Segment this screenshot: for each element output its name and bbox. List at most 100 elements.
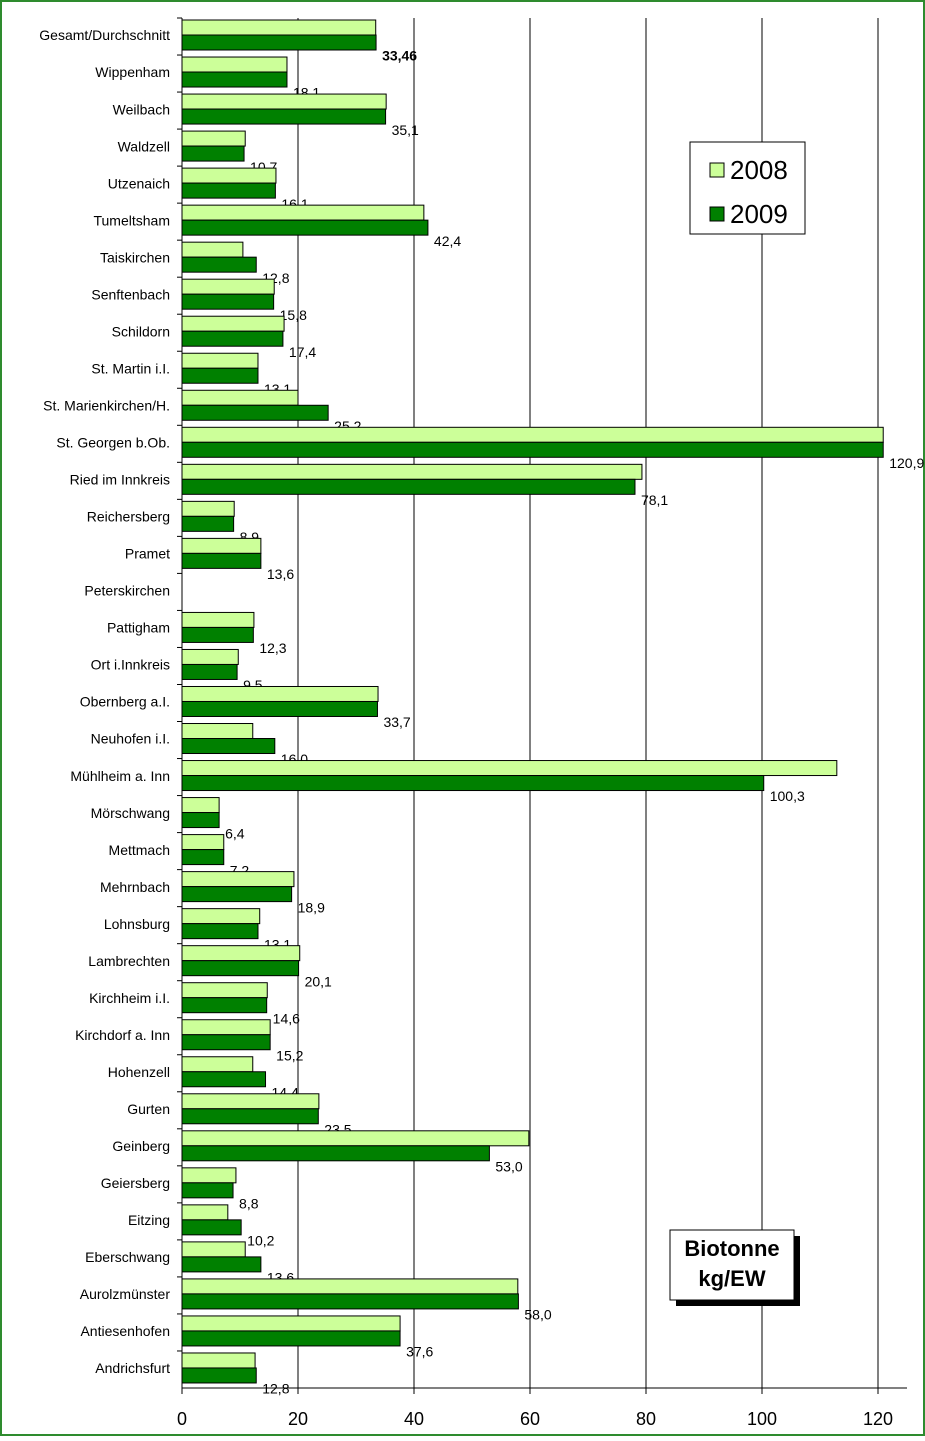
y-tick-label: Kirchdorf a. Inn <box>75 1027 170 1043</box>
bar <box>181 34 377 51</box>
y-tick-label: Obernberg a.I. <box>80 694 170 710</box>
data-label: 33,7 <box>383 714 410 730</box>
data-label: 58,0 <box>524 1307 551 1323</box>
bar <box>181 500 235 517</box>
bar <box>181 886 293 903</box>
y-tick-label: Senftenbach <box>91 286 170 302</box>
bar <box>181 1108 319 1125</box>
data-label: 18,9 <box>298 899 325 915</box>
legend-label: 2009 <box>730 199 788 229</box>
bar <box>181 1315 401 1332</box>
bar <box>181 19 377 36</box>
legend-label: 2008 <box>730 155 788 185</box>
y-tick-label: Eberschwang <box>85 1249 170 1265</box>
x-tick-label: 0 <box>177 1409 187 1429</box>
y-tick-label: Gesamt/Durchschnitt <box>39 27 170 43</box>
y-tick-label: Mühlheim a. Inn <box>70 768 170 784</box>
data-label: 53,0 <box>495 1159 522 1175</box>
bar <box>181 626 254 643</box>
bar <box>181 367 259 384</box>
bar <box>181 330 284 347</box>
bar <box>181 1241 246 1258</box>
bar <box>181 537 262 554</box>
bar <box>181 871 295 888</box>
bar <box>181 71 288 88</box>
bar <box>181 1034 271 1051</box>
y-tick-label: St. Marienkirchen/H. <box>43 397 170 413</box>
bar <box>181 1145 490 1162</box>
bar <box>181 241 244 258</box>
bar <box>181 182 276 199</box>
bar <box>181 56 288 73</box>
bar <box>181 1204 229 1221</box>
data-label: 37,6 <box>406 1344 433 1360</box>
y-tick-label: Schildorn <box>112 323 170 339</box>
bar <box>181 923 259 940</box>
bar <box>181 1367 257 1384</box>
bar <box>181 738 276 755</box>
bar <box>181 204 425 221</box>
x-tick-label: 100 <box>747 1409 777 1429</box>
data-label: 20,1 <box>305 973 332 989</box>
data-label: 8,8 <box>239 1196 259 1212</box>
y-tick-label: Taiskirchen <box>100 249 170 265</box>
data-label: 100,3 <box>770 788 805 804</box>
bar <box>181 552 262 569</box>
y-tick-label: St. Martin i.I. <box>91 360 170 376</box>
bar <box>181 982 268 999</box>
bar <box>181 145 245 162</box>
x-tick-label: 60 <box>520 1409 540 1429</box>
y-tick-label: St. Georgen b.Ob. <box>56 435 170 451</box>
y-tick-label: Peterskirchen <box>84 583 170 599</box>
annotation-box <box>669 1229 795 1301</box>
bar <box>181 515 235 532</box>
x-tick-label: 20 <box>288 1409 308 1429</box>
y-tick-label: Ort i.Innkreis <box>91 657 170 673</box>
bar <box>181 441 884 458</box>
legend-box <box>689 141 806 235</box>
y-tick-label: Mettmach <box>109 842 170 858</box>
data-label: 12,8 <box>262 1381 289 1397</box>
bar <box>181 1330 401 1347</box>
bar <box>181 108 387 125</box>
y-tick-label: Ried im Innkreis <box>70 472 170 488</box>
data-label: 14,6 <box>273 1010 300 1026</box>
y-tick-label: Geiersberg <box>101 1175 170 1191</box>
y-tick-label: Antiesenhofen <box>80 1323 170 1339</box>
bar <box>181 760 838 777</box>
data-label: 42,4 <box>434 233 461 249</box>
x-tick-label: 40 <box>404 1409 424 1429</box>
bar <box>181 293 275 310</box>
data-label: 15,2 <box>276 1047 303 1063</box>
x-tick-label: 80 <box>636 1409 656 1429</box>
bar <box>181 219 429 236</box>
bar <box>181 130 246 147</box>
y-tick-label: Pattigham <box>107 620 170 636</box>
data-label: 15,8 <box>280 307 307 323</box>
y-tick-label: Wippenham <box>95 64 170 80</box>
bar <box>181 167 277 184</box>
y-tick-label: Mehrnbach <box>100 879 170 895</box>
bar <box>181 997 268 1014</box>
bar <box>181 1019 271 1036</box>
y-tick-label: Waldzell <box>118 138 170 154</box>
bar <box>181 685 379 702</box>
bar <box>181 1278 519 1295</box>
bar <box>181 1293 519 1310</box>
bar <box>181 960 300 977</box>
annotation: Biotonne kg/EW <box>684 1236 779 1291</box>
y-tick-label: Weilbach <box>113 101 170 117</box>
bar <box>181 723 254 740</box>
bar <box>181 663 238 680</box>
y-tick-label: Utzenaich <box>108 175 170 191</box>
y-tick-label: Tumeltsham <box>93 212 170 228</box>
bar <box>181 93 387 110</box>
bar <box>181 1130 530 1147</box>
data-label: 6,4 <box>225 825 245 841</box>
bar <box>181 775 765 792</box>
bar <box>181 834 225 851</box>
bar <box>181 797 220 814</box>
